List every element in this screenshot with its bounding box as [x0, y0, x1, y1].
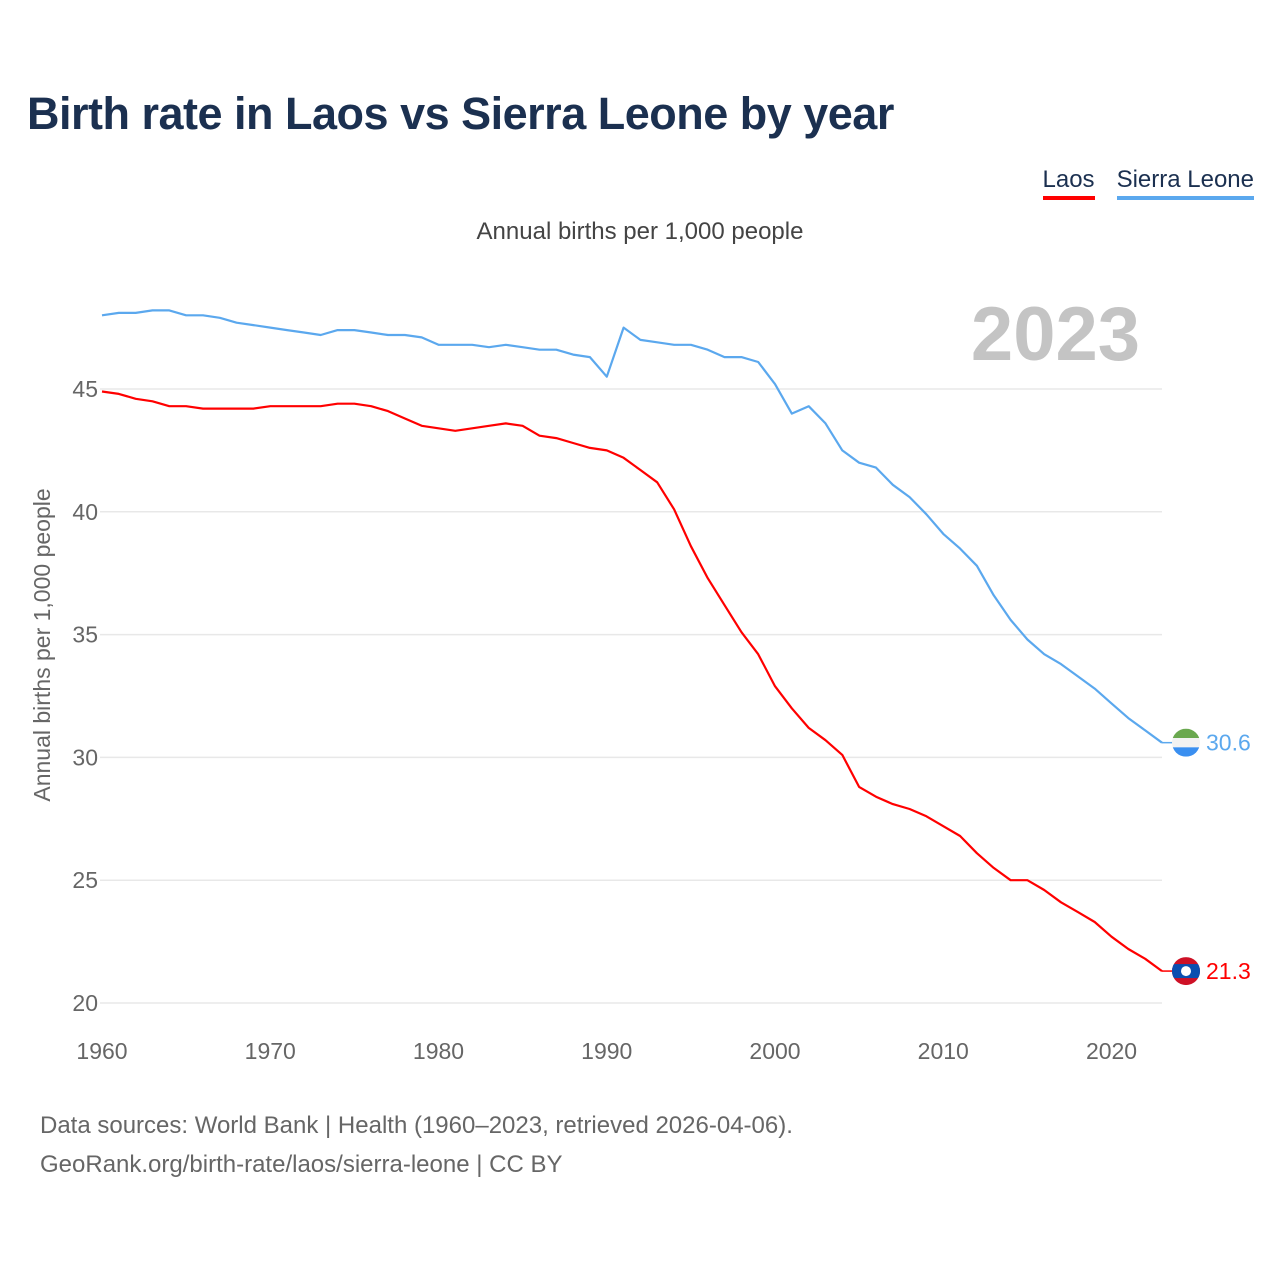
x-tick-label: 1970 [245, 1038, 296, 1064]
end-value-label: 21.3 [1206, 958, 1251, 984]
legend-item-laos[interactable]: Laos [1042, 166, 1095, 200]
x-tick-label: 2010 [918, 1038, 969, 1064]
y-tick-label: 35 [72, 622, 98, 648]
end-value-label: 30.6 [1206, 730, 1251, 756]
sierra-leone-flag-icon [1172, 728, 1200, 757]
x-tick-label: 2000 [749, 1038, 800, 1064]
x-tick-label: 1980 [413, 1038, 464, 1064]
y-axis-label: Annual births per 1,000 people [29, 488, 55, 801]
y-tick-label: 40 [72, 499, 98, 525]
footer-sources: Data sources: World Bank | Health (1960–… [40, 1112, 793, 1139]
x-tick-label: 1960 [76, 1038, 127, 1064]
y-tick-label: 45 [72, 376, 98, 402]
x-tick-label: 2020 [1086, 1038, 1137, 1064]
series-line-laos[interactable] [101, 390, 1163, 972]
footer: Data sources: World Bank | Health (1960–… [40, 1106, 793, 1184]
legend: Laos Sierra Leone [1042, 166, 1254, 200]
laos-flag-icon [1172, 957, 1200, 986]
series-line-sierra-leone[interactable] [101, 309, 1163, 744]
y-tick-label: 30 [72, 744, 98, 770]
footer-link[interactable]: GeoRank.org/birth-rate/laos/sierra-leone… [40, 1151, 563, 1178]
chart-subtitle: Annual births per 1,000 people [476, 218, 804, 245]
chart-title: Birth rate in Laos vs Sierra Leone by ye… [27, 88, 894, 139]
year-watermark: 2023 [971, 292, 1140, 377]
y-tick-label: 20 [72, 990, 98, 1016]
y-tick-label: 25 [72, 867, 98, 893]
legend-item-sierra-leone[interactable]: Sierra Leone [1116, 166, 1254, 200]
x-tick-label: 1990 [581, 1038, 632, 1064]
